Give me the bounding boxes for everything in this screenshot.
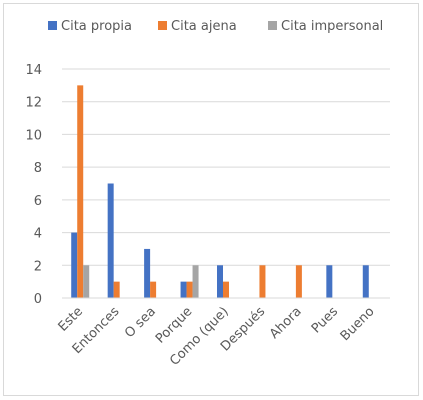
y-tick-label: 10 xyxy=(25,128,42,143)
y-axis-ticks: 0 2 4 6 8 10 12 14 xyxy=(25,63,42,307)
y-tick-label: 4 xyxy=(34,227,42,242)
bar xyxy=(77,85,84,298)
legend-item: Cita impersonal xyxy=(268,19,383,34)
legend-swatch xyxy=(268,21,277,30)
bar xyxy=(180,281,187,298)
bar xyxy=(107,183,114,298)
bar xyxy=(186,281,193,298)
legend-label: Cita impersonal xyxy=(281,19,383,34)
legend-item: Cita ajena xyxy=(158,19,237,34)
y-tick-label: 6 xyxy=(34,194,42,209)
legend-item: Cita propia xyxy=(48,19,132,34)
bar xyxy=(259,265,266,298)
gridlines xyxy=(62,68,390,266)
bar xyxy=(113,281,120,298)
bar xyxy=(71,232,78,298)
x-category-label: Ahora xyxy=(267,304,305,342)
bar xyxy=(295,265,302,298)
bar xyxy=(326,265,333,298)
bar xyxy=(150,281,157,298)
legend-label: Cita ajena xyxy=(171,19,237,34)
bar xyxy=(144,248,151,298)
y-tick-label: 8 xyxy=(34,161,42,176)
legend-label: Cita propia xyxy=(61,19,132,34)
y-tick-label: 0 xyxy=(34,292,42,307)
y-tick-label: 14 xyxy=(25,63,42,78)
bar xyxy=(192,265,199,298)
y-tick-label: 2 xyxy=(34,259,42,274)
bars xyxy=(71,85,369,298)
x-category-label: Bueno xyxy=(338,304,378,344)
legend-swatch xyxy=(48,21,57,30)
bar xyxy=(217,265,223,298)
legend-swatch xyxy=(158,21,167,30)
x-category-label: Pues xyxy=(309,304,341,336)
legend: Cita propia Cita ajena Cita impersonal xyxy=(48,19,383,34)
y-tick-label: 12 xyxy=(25,96,42,111)
x-category-label: Este xyxy=(56,304,86,334)
bar xyxy=(362,265,369,298)
bar xyxy=(83,265,90,298)
bar xyxy=(223,281,229,298)
